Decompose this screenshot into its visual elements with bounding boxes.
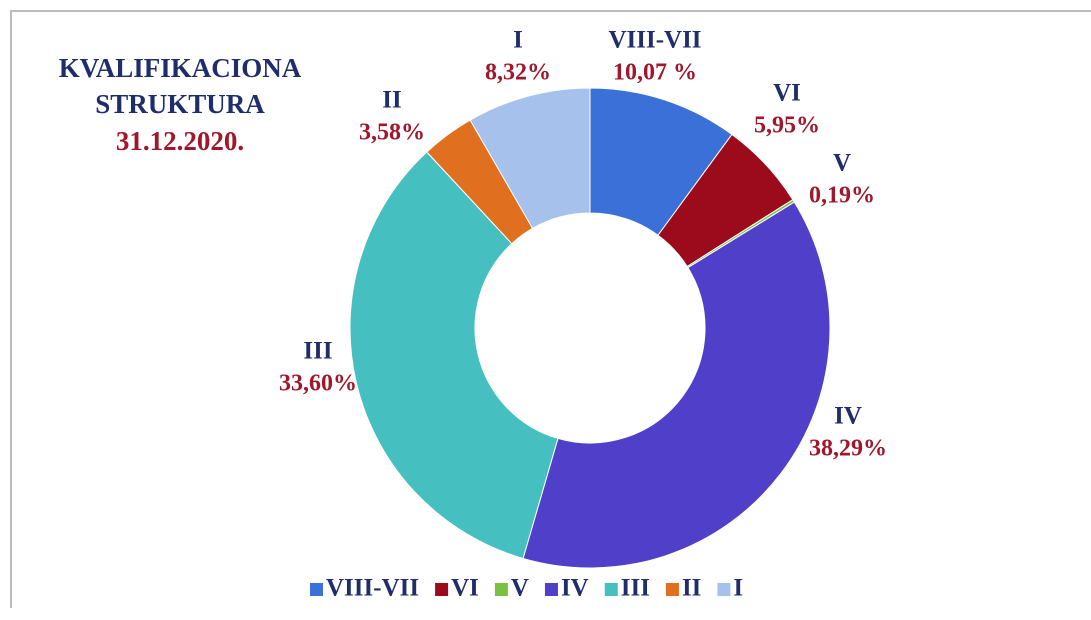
legend-label: VIII-VII <box>326 575 419 602</box>
slice-value-label: 3,58% <box>359 120 425 146</box>
slice-name: III <box>303 338 332 365</box>
legend-label: IV <box>561 575 589 602</box>
legend-swatch <box>604 583 618 596</box>
legend-label: VI <box>451 575 479 602</box>
legend-swatch <box>717 583 731 596</box>
legend-swatch <box>310 583 323 596</box>
donut-slice <box>522 201 831 569</box>
chart-subtitle: 31.12.2020. <box>115 126 245 156</box>
slice-name: II <box>382 87 401 114</box>
slice-value-label: 0,19% <box>809 183 875 209</box>
slice-value-label: 33,60% <box>279 371 357 397</box>
legend-swatch <box>435 583 449 596</box>
legend-label: II <box>682 575 701 602</box>
slice-value-label: 5,95% <box>754 113 820 139</box>
legend-label: V <box>511 575 529 602</box>
slice-name: V <box>833 150 851 177</box>
slice-name: IV <box>834 403 862 430</box>
legend-swatch <box>665 583 679 596</box>
slice-name: VIII-VII <box>608 27 701 54</box>
slice-name: I <box>513 27 523 54</box>
slice-value-label: 8,32% <box>485 60 551 86</box>
chart-title: KVALIFIKACIONA STRUKTURA <box>58 53 302 119</box>
slice-name: VI <box>773 80 801 107</box>
frame <box>10 10 1091 608</box>
donut-slice <box>349 151 559 560</box>
donut-slice <box>469 87 591 230</box>
slice-value-label: 10,07 % <box>613 60 697 86</box>
slice-value-label: 38,29% <box>809 436 887 462</box>
legend-label: I <box>733 575 743 602</box>
legend-swatch <box>494 583 508 596</box>
legend-label: III <box>621 575 650 602</box>
legend-swatch <box>544 583 558 596</box>
